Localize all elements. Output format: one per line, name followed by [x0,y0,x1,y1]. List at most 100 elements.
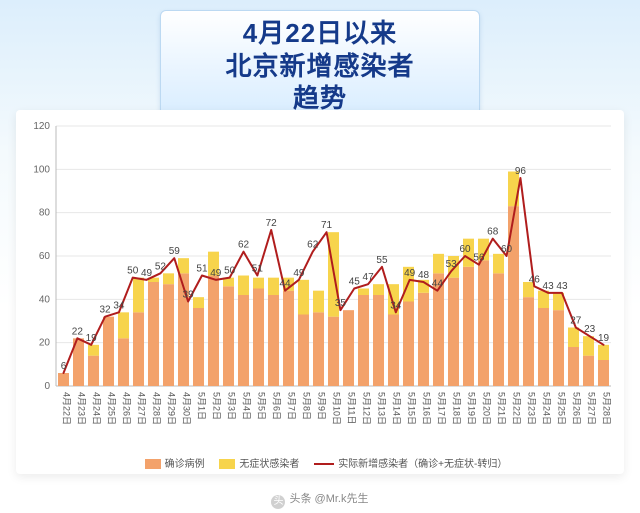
bar-asymptomatic [298,280,309,315]
bar-asymptomatic [268,278,279,295]
bar-confirmed [223,286,234,386]
bar-confirmed [553,310,564,386]
value-label: 59 [169,246,181,257]
bar-confirmed [328,317,339,386]
value-label: 56 [473,253,485,264]
svg-text:40: 40 [39,294,51,305]
bar-confirmed [298,315,309,387]
source-label: 头条 [289,493,311,505]
value-label: 45 [349,277,361,288]
bar-asymptomatic [118,312,129,338]
value-label: 62 [307,240,319,251]
value-label: 35 [335,298,347,309]
value-label: 39 [183,290,195,301]
legend-swatch-asymptomatic [219,459,235,469]
source-icon: 头 [271,495,285,509]
bar-confirmed [118,338,129,386]
bar-confirmed [538,308,549,386]
bar-confirmed [523,297,534,386]
value-label: 60 [501,244,513,255]
value-label: 60 [459,244,471,255]
x-axis-label: 5月16日 [422,392,432,425]
bar-confirmed [403,302,414,387]
x-axis-label: 5月28日 [602,392,612,425]
bar-confirmed [568,347,579,386]
bar-confirmed [358,295,369,386]
x-axis-label: 4月24日 [92,392,102,425]
value-label: 32 [99,305,111,316]
x-axis-label: 5月20日 [482,392,492,425]
value-label: 68 [487,227,499,238]
value-label: 51 [252,264,264,275]
svg-text:80: 80 [39,208,51,219]
x-axis-label: 5月1日 [197,392,207,420]
value-label: 50 [224,266,236,277]
bar-asymptomatic [238,276,249,296]
x-axis-label: 4月22日 [62,392,72,425]
bar-asymptomatic [493,254,504,273]
bar-confirmed [253,289,264,387]
x-axis-label: 5月14日 [392,392,402,425]
bar-asymptomatic [568,328,579,348]
x-axis-label: 5月12日 [362,392,372,425]
x-axis-label: 5月24日 [542,392,552,425]
bar-asymptomatic [313,291,324,313]
value-label: 71 [321,220,333,231]
x-axis-label: 5月7日 [287,392,297,420]
source-author: @Mr.k先生 [315,493,369,505]
x-axis-label: 5月18日 [452,392,462,425]
x-axis-label: 4月25日 [107,392,117,425]
x-axis-label: 4月30日 [182,392,192,425]
legend-label-line: 实际新增感染者（确诊+无症状-转归） [338,459,507,470]
bar-asymptomatic [373,284,384,295]
x-axis-label: 5月22日 [512,392,522,425]
bar-asymptomatic [193,297,204,308]
bar-asymptomatic [178,258,189,273]
x-axis-label: 4月27日 [137,392,147,425]
x-axis-label: 5月27日 [587,392,597,425]
bar-confirmed [148,282,159,386]
bar-confirmed [478,260,489,386]
bar-confirmed [343,310,354,386]
title-line-1: 4月22日以来 [221,17,419,50]
x-axis-label: 5月26日 [572,392,582,425]
x-axis-label: 5月4日 [242,392,252,420]
bar-confirmed [448,278,459,386]
value-label: 49 [404,268,416,279]
value-label: 96 [515,166,527,177]
x-axis-label: 5月11日 [347,392,357,424]
value-label: 44 [432,279,444,290]
value-label: 48 [418,270,430,281]
value-label: 46 [529,274,541,285]
x-axis-label: 5月3日 [227,392,237,420]
x-axis-label: 4月26日 [122,392,132,425]
bar-confirmed [208,276,219,387]
bar-asymptomatic [133,278,144,313]
bar-confirmed [418,293,429,386]
x-axis-label: 5月17日 [437,392,447,425]
bar-confirmed [193,308,204,386]
bar-confirmed [88,356,99,386]
value-label: 55 [376,255,388,266]
bar-confirmed [238,295,249,386]
value-label: 19 [86,333,98,344]
bar-confirmed [598,360,609,386]
value-label: 19 [598,333,610,344]
x-axis-label: 5月19日 [467,392,477,425]
bar-confirmed [463,267,474,386]
value-label: 49 [293,268,305,279]
value-label: 53 [446,259,458,270]
value-label: 34 [113,300,125,311]
title-line-2: 北京新增感染者趋势 [221,50,419,115]
title-box: 4月22日以来 北京新增感染者趋势 [160,10,480,124]
value-label: 6 [61,361,67,372]
source-attribution: 头头条 @Mr.k先生 [0,490,640,509]
value-label: 43 [543,281,555,292]
svg-text:120: 120 [33,121,50,132]
value-label: 50 [127,266,139,277]
value-label: 43 [556,281,568,292]
bar-asymptomatic [598,345,609,360]
svg-text:0: 0 [44,381,50,392]
legend: 确诊病例 无症状感染者 实际新增感染者（确诊+无症状-转归） [16,455,624,470]
bar-confirmed [388,315,399,387]
